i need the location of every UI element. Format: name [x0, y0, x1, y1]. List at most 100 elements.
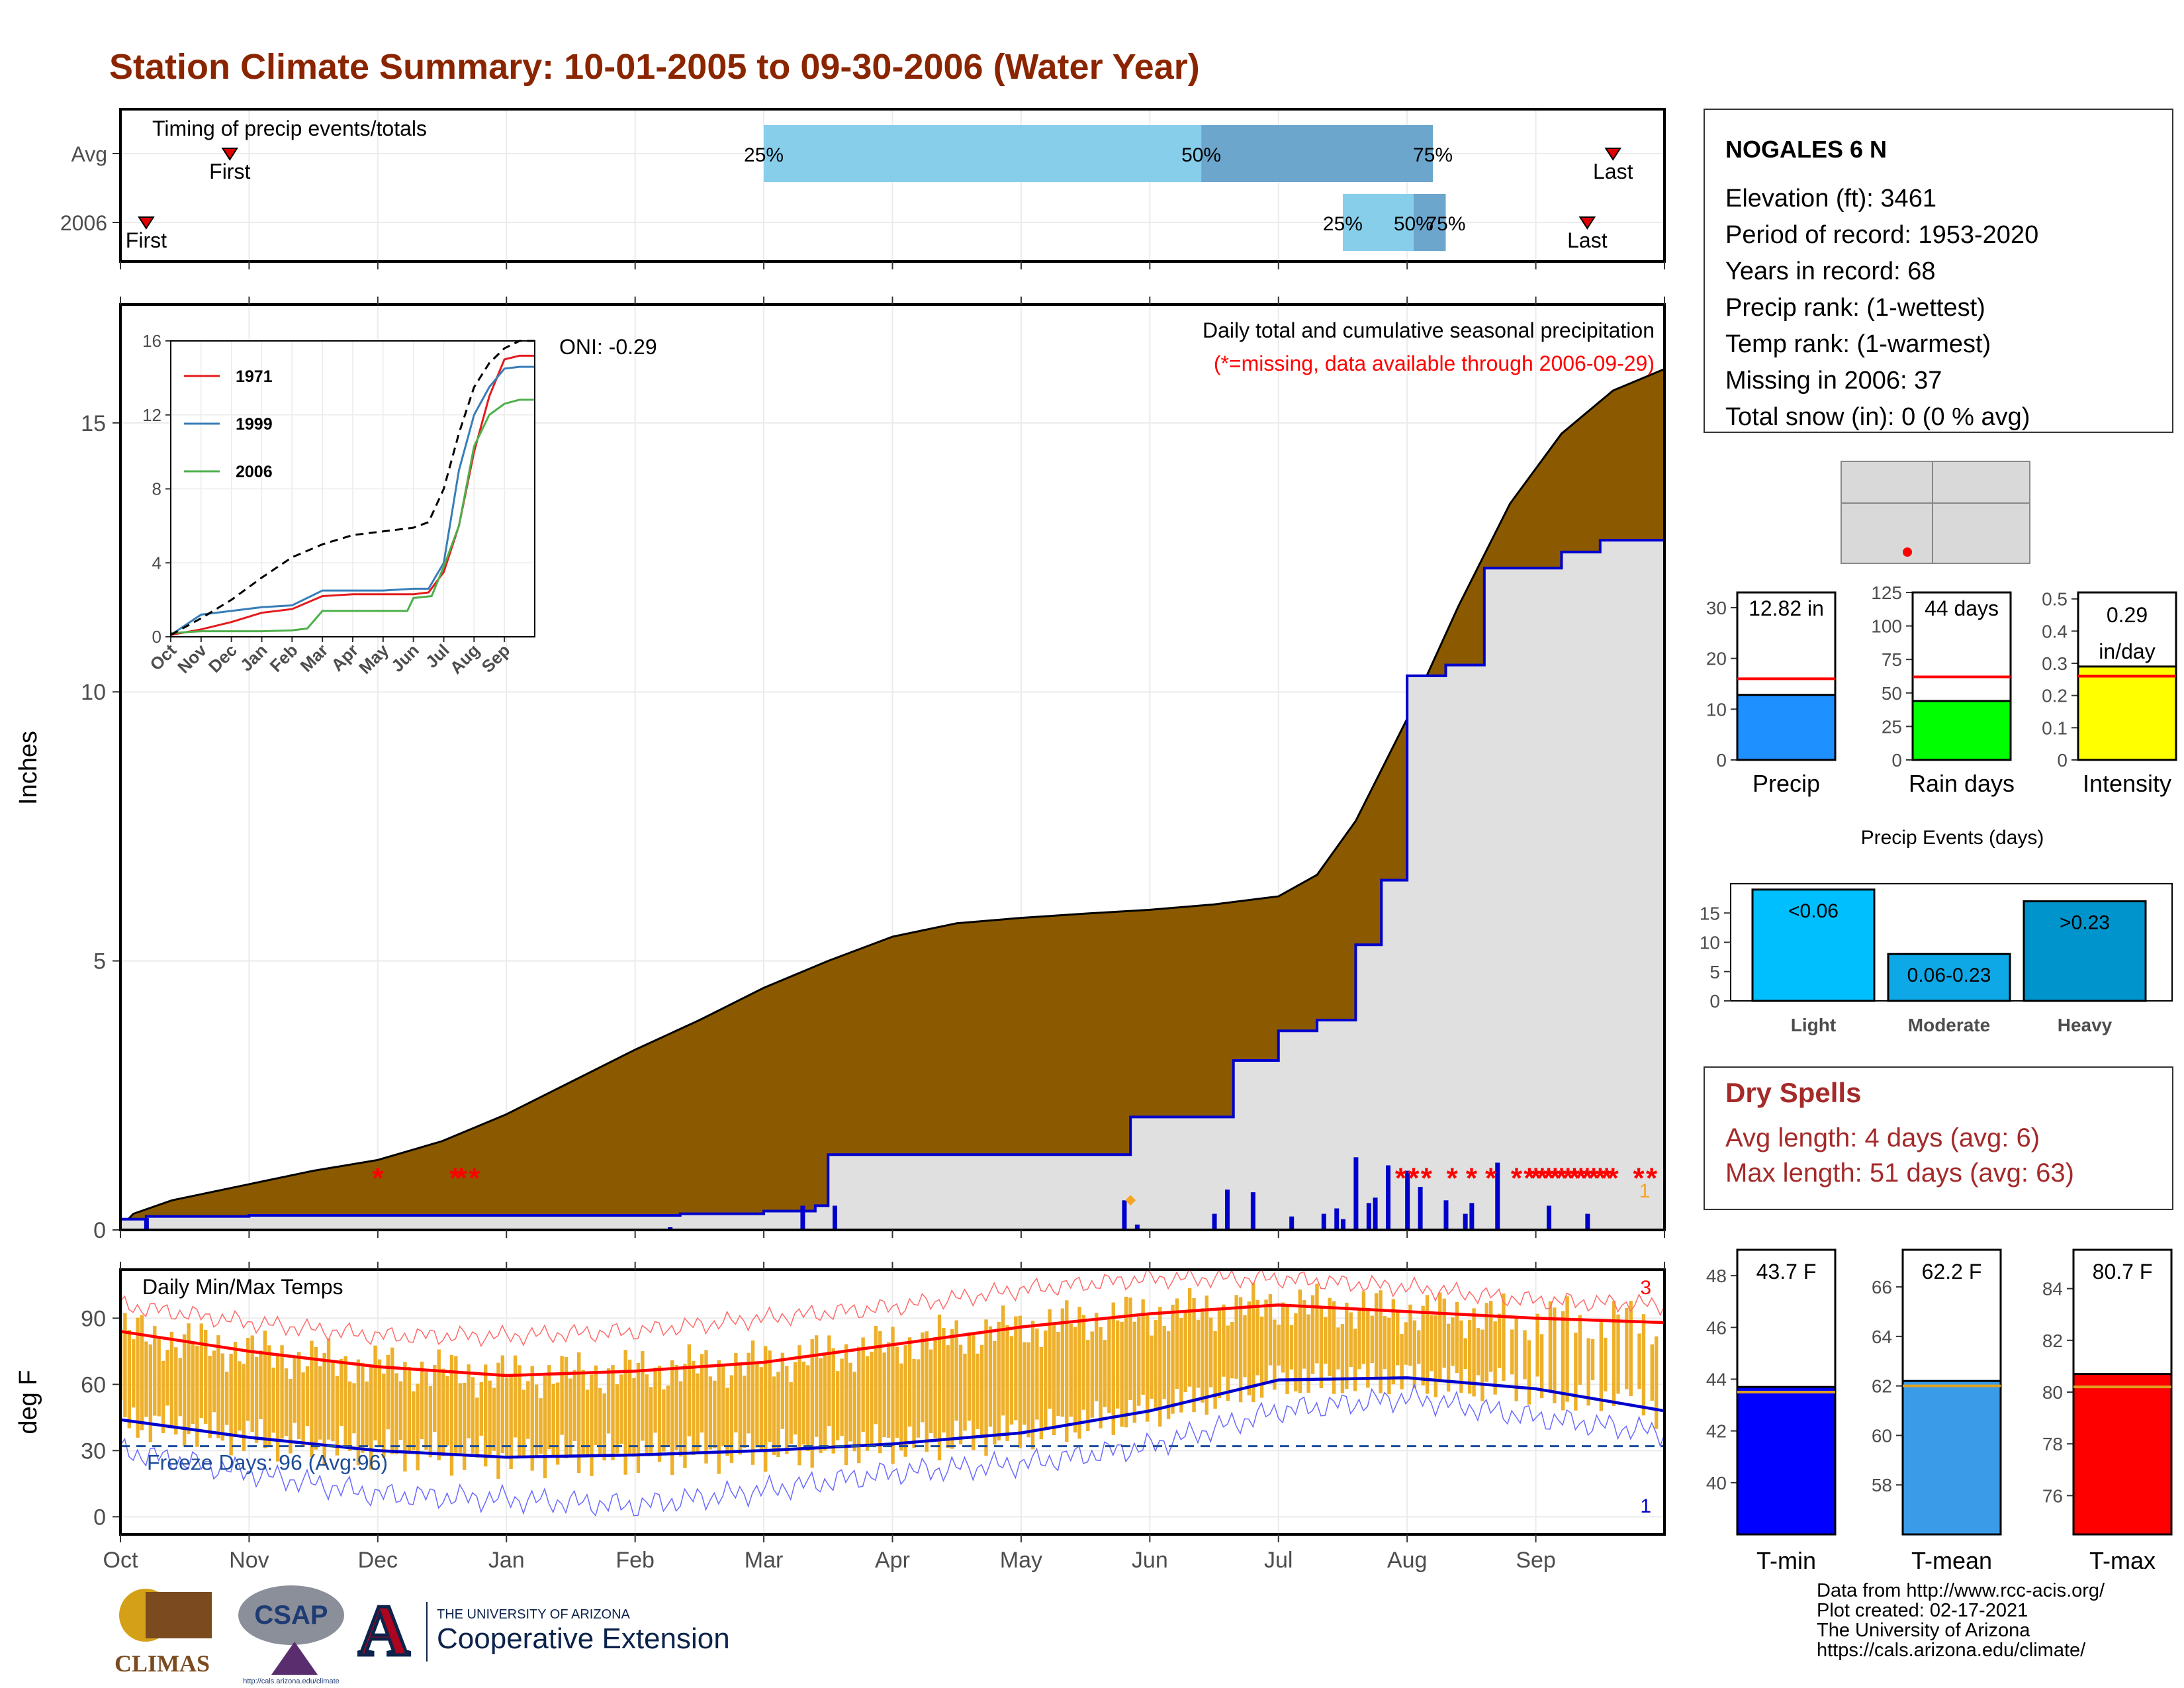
- precip-y-tick-label: 15: [81, 411, 106, 436]
- timing-bar-lower: [1342, 194, 1414, 251]
- climas-logo-text: CLIMAS: [114, 1650, 210, 1677]
- daily-temp-bar: [132, 1339, 136, 1408]
- events-bar-label: >0.23: [2060, 912, 2110, 934]
- daily-temp-bar: [229, 1354, 233, 1456]
- daily-temp-bar: [394, 1373, 398, 1454]
- daily-temp-bar: [225, 1372, 229, 1425]
- daily-temp-bar: [1081, 1315, 1086, 1410]
- daily-temp-bar: [1510, 1329, 1514, 1375]
- timing-row-label: 2006: [60, 211, 107, 235]
- daily-temp-bar: [1187, 1288, 1192, 1387]
- daily-temp-bar: [484, 1364, 488, 1467]
- small-bar-y-tick-label: 44: [1706, 1369, 1727, 1389]
- daily-temp-bar: [1604, 1337, 1608, 1391]
- daily-precip-bar: [833, 1205, 838, 1230]
- climas-logo: CLIMAS: [114, 1589, 212, 1677]
- cumulative-2006-line: [120, 539, 1664, 1221]
- daily-temp-bar: [1324, 1317, 1328, 1364]
- daily-temp-bar: [1289, 1325, 1294, 1370]
- daily-temp-bar: [831, 1348, 835, 1454]
- orange-marker-icon: [1125, 1195, 1136, 1206]
- daily-temp-bar: [148, 1344, 153, 1442]
- daily-temp-bar: [314, 1346, 318, 1450]
- daily-temp-bar: [704, 1350, 708, 1464]
- daily-temp-bar: [1183, 1311, 1187, 1393]
- daily-temp-bar: [925, 1331, 929, 1452]
- daily-temp-bar: [729, 1375, 734, 1463]
- daily-temp-bar: [416, 1383, 420, 1471]
- precip-y-axis-label: Inches: [15, 731, 42, 805]
- daily-temp-bar: [857, 1346, 861, 1464]
- oni-label: ONI: -0.29: [559, 335, 657, 359]
- small-bar-y-tick-label: 62: [1872, 1376, 1892, 1397]
- daily-temp-bar: [696, 1373, 700, 1452]
- daily-temp-bar: [810, 1339, 814, 1468]
- daily-temp-bar: [1086, 1340, 1090, 1432]
- daily-precip-bar: [1212, 1213, 1217, 1230]
- daily-temp-bar: [220, 1353, 225, 1441]
- daily-temp-bar: [1120, 1321, 1124, 1427]
- daily-temp-bar: [1001, 1305, 1005, 1416]
- daily-temp-bar: [988, 1326, 993, 1427]
- daily-temp-bar: [153, 1326, 157, 1416]
- daily-temp-bar: [721, 1366, 725, 1446]
- daily-temp-bar: [1255, 1299, 1259, 1376]
- daily-temp-bar: [1222, 1304, 1226, 1377]
- daily-temp-bar: [1150, 1335, 1154, 1399]
- daily-precip-bar: [1340, 1219, 1345, 1230]
- daily-temp-bar: [1502, 1293, 1506, 1382]
- daily-temp-bar: [365, 1382, 369, 1446]
- daily-temp-bar: [403, 1362, 407, 1472]
- cloud-icon: [238, 1585, 344, 1645]
- daily-temp-bar: [250, 1335, 254, 1432]
- month-tick-label: Feb: [615, 1548, 655, 1573]
- daily-temp-bar: [1022, 1342, 1026, 1425]
- daily-temp-bar: [1366, 1307, 1370, 1388]
- daily-temp-bar: [420, 1361, 424, 1440]
- daily-temp-bar: [1115, 1320, 1120, 1409]
- precip-y-tick-label: 5: [93, 949, 106, 974]
- daily-temp-bar: [1438, 1292, 1442, 1383]
- daily-temp-bar: [933, 1336, 937, 1438]
- daily-temp-bar: [946, 1345, 950, 1448]
- timing-marker-icon: [1604, 148, 1622, 161]
- missing-day-star: *: [372, 1162, 384, 1195]
- daily-precip-bar: [1547, 1205, 1552, 1230]
- daily-temp-bar: [1625, 1308, 1629, 1389]
- daily-temp-bar: [560, 1356, 564, 1435]
- dry-spells-box: [1704, 1066, 2173, 1210]
- daily-temp-bar: [1463, 1338, 1467, 1370]
- small-bar-value-label: 44 days: [1925, 596, 1999, 620]
- daily-temp-bar: [870, 1351, 874, 1444]
- daily-temp-bar: [958, 1344, 963, 1445]
- station-info-line: Temp rank: (1-warmest): [1725, 330, 1991, 358]
- inset-y-tick-label: 4: [152, 553, 161, 573]
- daily-temp-bar: [572, 1370, 576, 1441]
- temp-corner-bottom: 1: [1640, 1495, 1651, 1517]
- daily-temp-bar: [581, 1370, 585, 1456]
- daily-temp-bar: [326, 1338, 331, 1440]
- missing-day-star: *: [1556, 1162, 1568, 1195]
- daily-temp-bar: [611, 1365, 615, 1460]
- daily-precip-bar: [1122, 1200, 1127, 1230]
- daily-temp-bar: [606, 1368, 611, 1434]
- daily-temp-bar: [343, 1356, 347, 1447]
- daily-temp-bar: [852, 1372, 857, 1452]
- daily-precip-bar: [1469, 1203, 1475, 1230]
- daily-temp-bar: [891, 1327, 895, 1464]
- daily-temp-bar: [347, 1382, 352, 1451]
- daily-temp-bar: [1328, 1297, 1332, 1377]
- missing-day-star: *: [1582, 1162, 1594, 1195]
- daily-temp-bar: [674, 1364, 678, 1450]
- footer-line: Data from http://www.rcc-acis.org/: [1817, 1580, 2105, 1601]
- small-bar-value: [2077, 665, 2177, 761]
- daily-precip-bar: [1134, 1224, 1140, 1230]
- daily-temp-bar: [895, 1346, 899, 1438]
- month-tick-label: Jan: [488, 1548, 525, 1573]
- daily-temp-bar: [1433, 1315, 1438, 1397]
- daily-temp-bar: [1421, 1305, 1425, 1385]
- daily-temp-bar: [271, 1367, 275, 1433]
- daily-precip-bar: [1443, 1200, 1449, 1230]
- month-tick-label: Sep: [1516, 1548, 1556, 1573]
